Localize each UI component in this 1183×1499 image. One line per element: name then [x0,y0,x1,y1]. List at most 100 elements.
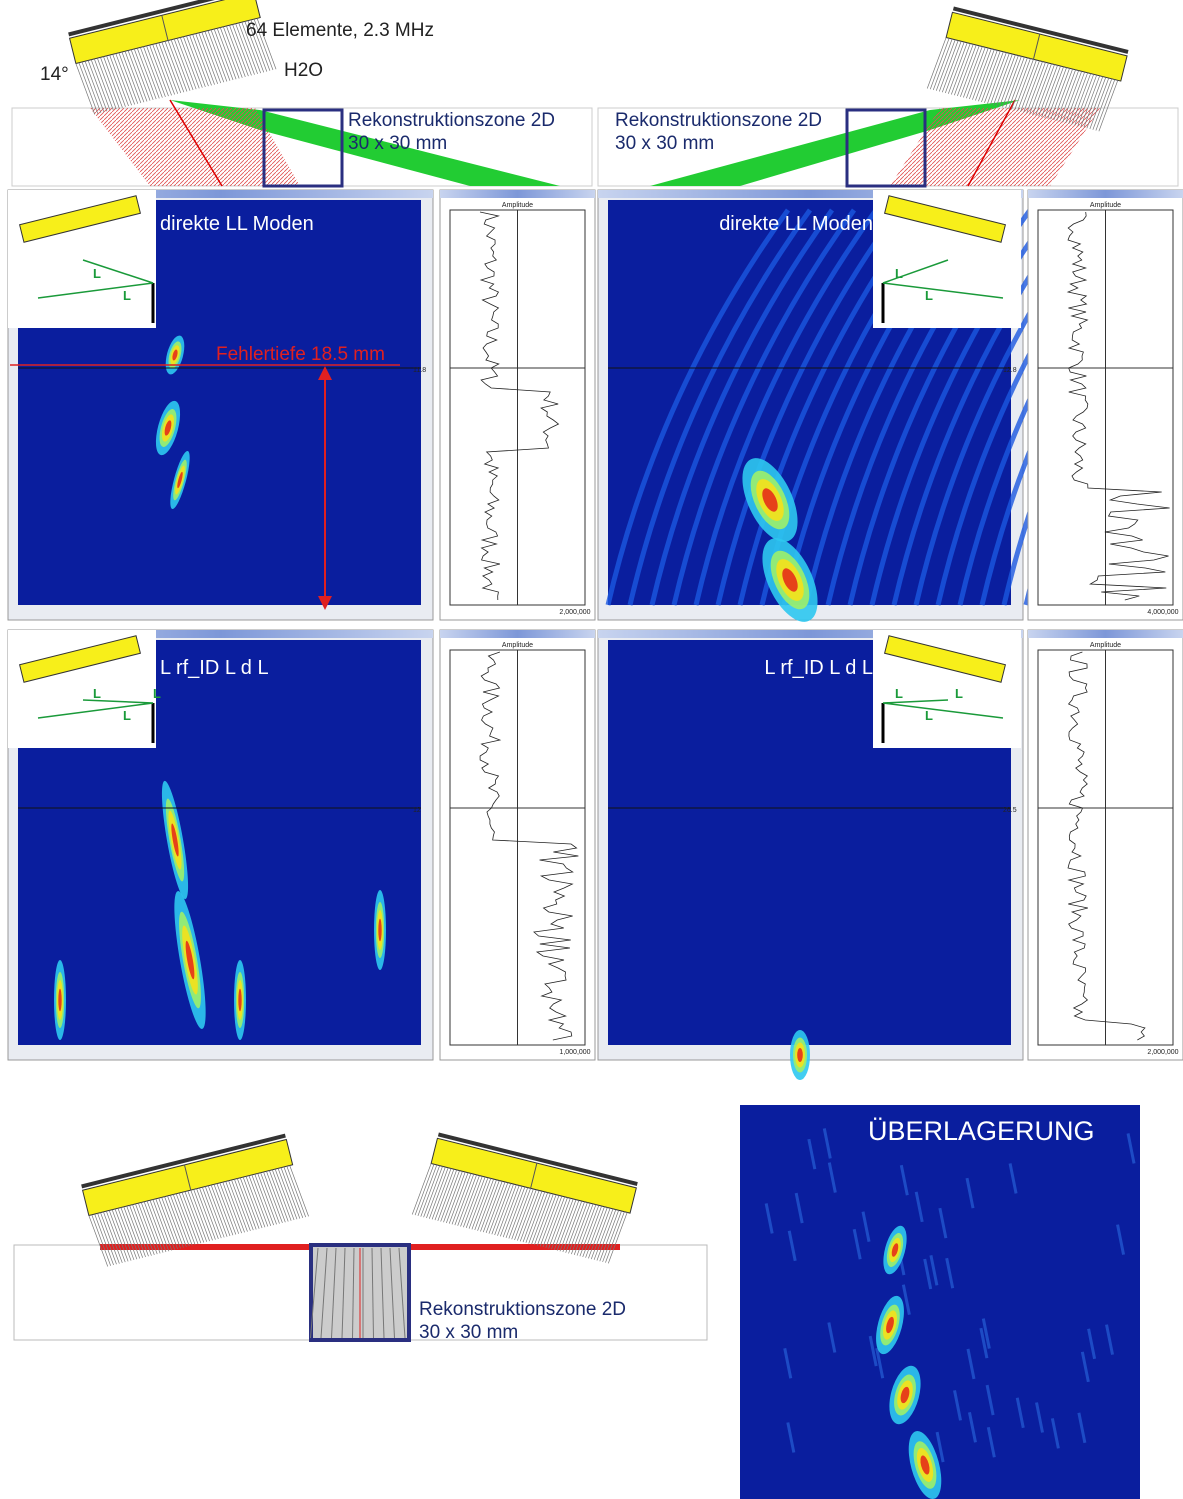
title-bar [1028,630,1183,638]
depth-label: Fehlertiefe 18.5 mm [216,344,385,365]
element [461,1174,480,1228]
element [435,1168,454,1222]
element [438,1168,457,1222]
probe [69,0,276,116]
element [515,1188,534,1242]
element [503,1185,522,1239]
panel-title: direkte LL Moden [719,213,873,235]
amp-tick: 2,000,000 [1147,1049,1178,1056]
element [543,1195,562,1249]
element [463,1175,482,1229]
zone-title: Rekonstruktionszone 2D [615,110,822,131]
element [415,1163,434,1217]
probe-label: 64 Elemente, 2.3 MHz [246,20,434,41]
element [509,1186,528,1240]
element [549,1196,568,1250]
element [492,1182,511,1236]
element [466,1176,485,1230]
amp-header: Amplitude [502,642,533,649]
amp-tick: 4,000,000 [1147,609,1178,616]
cursor-label: 12.8 [1003,367,1017,374]
element [489,1181,508,1235]
element [432,1167,451,1221]
wave-label: L [153,686,161,701]
amp-header: Amplitude [502,202,533,209]
figure: 64 Elemente, 2.3 MHz 14° H2O Rekonstrukt… [0,0,1183,1499]
wave-label: L [925,288,933,303]
zone-title: Rekonstruktionszone 2D [348,110,555,131]
element [424,1165,443,1219]
wave-label: L [123,288,131,303]
element [512,1187,531,1241]
amp-tick: 2,000,000 [559,609,590,616]
element [506,1185,525,1239]
echo [797,1048,803,1062]
element [532,1192,551,1246]
element [444,1170,463,1224]
title-bar [440,630,595,638]
element [486,1180,505,1234]
element [526,1190,545,1244]
wave-label: L [955,686,963,701]
angle-label: 14° [40,64,69,85]
zone-size: 30 x 30 mm [419,1322,518,1343]
overlay-image [740,1105,1140,1499]
zone-size: 30 x 30 mm [615,133,714,154]
element [475,1178,494,1232]
element [446,1171,465,1225]
element [557,1198,576,1252]
element [523,1190,542,1244]
echo [58,989,61,1011]
wave-label: L [123,708,131,723]
element [520,1189,539,1243]
cursor-label: 12 [413,807,421,814]
element [452,1172,471,1226]
element [478,1178,497,1232]
wave-label: L [93,266,101,281]
element [540,1194,559,1248]
element [500,1184,519,1238]
element [554,1197,573,1251]
element [441,1169,460,1223]
element [551,1197,570,1251]
title-bar [440,190,595,198]
element [517,1188,536,1242]
element [412,1162,431,1216]
element [472,1177,491,1231]
wave-label: L [895,686,903,701]
wave-label: L [895,266,903,281]
element [537,1193,556,1247]
element [429,1166,448,1220]
panel-title: direkte LL Moden [160,213,314,235]
element [458,1173,477,1227]
element [534,1193,553,1247]
wave-label: L [925,708,933,723]
element [480,1179,499,1233]
cursor-label: 11.8 [413,367,426,374]
echo [378,919,381,941]
element [421,1164,440,1218]
zone-title: Rekonstruktionszone 2D [419,1299,626,1320]
panel-title: L rf_ID L d L [160,657,269,679]
amp-header: Amplitude [1090,642,1121,649]
zone-size: 30 x 30 mm [348,133,447,154]
overlay-title: ÜBERLAGERUNG [868,1116,1095,1146]
element [455,1173,474,1227]
medium-label: H2O [284,60,323,81]
element [495,1183,514,1237]
element [449,1171,468,1225]
element [546,1195,565,1249]
wave-label: L [93,686,101,701]
echo [238,989,241,1011]
panel-title: L rf_ID L d L [764,657,873,679]
element [418,1163,437,1217]
element [426,1166,445,1220]
amp-header: Amplitude [1090,202,1121,209]
title-bar [1028,190,1183,198]
element [483,1180,502,1234]
amp-tick: 1,000,000 [559,1049,590,1056]
cursor-label: 26.5 [1003,807,1017,814]
element [497,1183,516,1237]
element [529,1191,548,1245]
element [469,1176,488,1230]
